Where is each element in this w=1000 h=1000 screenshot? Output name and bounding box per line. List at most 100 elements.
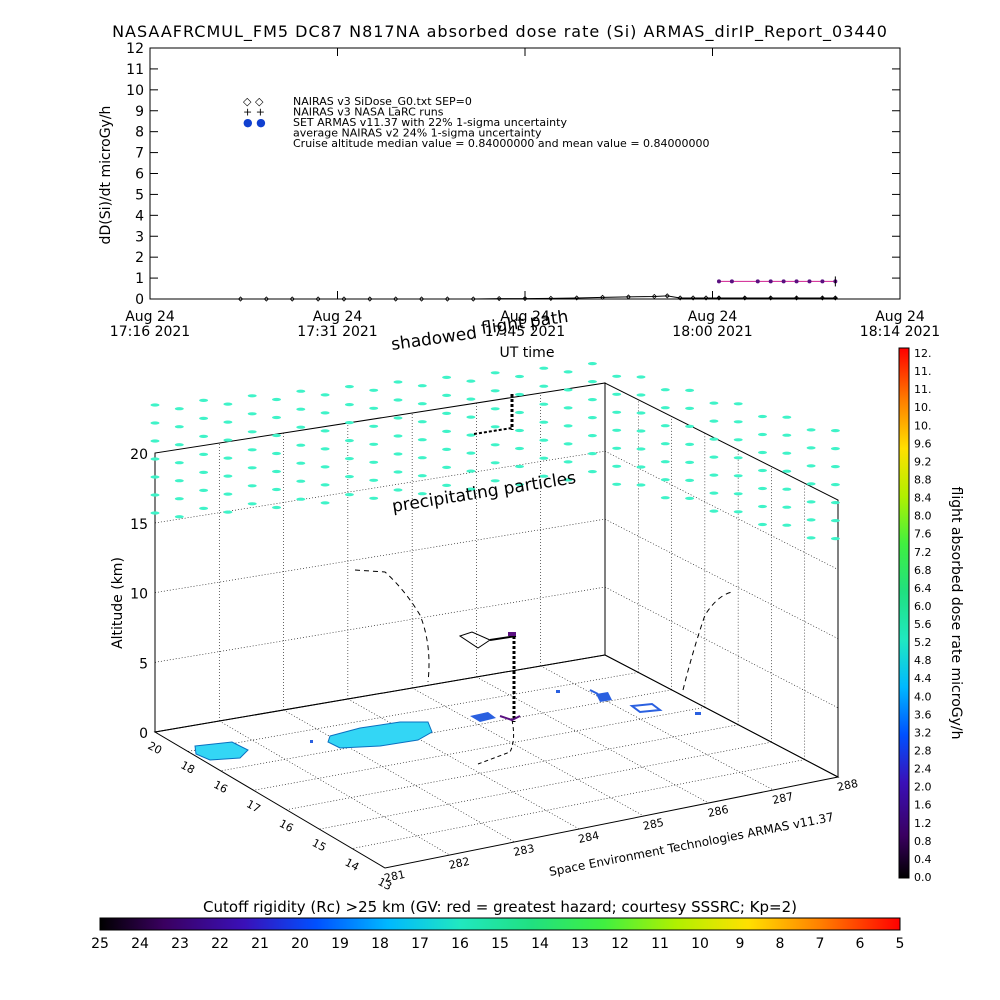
x-tick-label: 18:00 2021 xyxy=(672,324,752,340)
dose-tick-label: 6.8 xyxy=(914,564,932,577)
nairas-point xyxy=(548,295,554,301)
y-tick-label: 9 xyxy=(135,104,144,120)
particle-mark xyxy=(296,479,306,483)
y-tick-label: 8 xyxy=(135,125,144,141)
back-right-wall xyxy=(604,382,839,778)
particle-mark xyxy=(417,492,427,496)
particle-mark xyxy=(150,421,160,425)
dose-tick-label: 8.4 xyxy=(914,492,932,505)
dose-tick-label: 4.0 xyxy=(914,690,932,703)
particle-mark xyxy=(417,420,427,424)
particle-mark xyxy=(563,424,573,428)
particle-mark xyxy=(685,388,695,392)
particle-mark xyxy=(806,482,816,486)
particle-mark xyxy=(806,446,816,450)
particle-mark xyxy=(320,429,330,433)
particle-mark xyxy=(199,398,209,402)
dose-tick-label: 5.2 xyxy=(914,636,932,649)
particle-mark xyxy=(393,380,403,384)
nairas-line xyxy=(240,295,836,300)
rigidity-colorbar: Cutoff rigidity (Rc) >25 km (GV: red = g… xyxy=(91,898,904,952)
dose-colorbar-gradient xyxy=(898,347,910,879)
particle-mark xyxy=(199,488,209,492)
armas-point xyxy=(820,279,825,284)
legend-entry: average NAIRAS v2 24% 1-sigma uncertaint… xyxy=(293,127,542,140)
particle-mark xyxy=(563,406,573,410)
y-tick-label: 3 xyxy=(135,229,144,245)
y-tick-label: 6 xyxy=(135,167,144,183)
particle-mark xyxy=(830,465,840,469)
particle-mark xyxy=(612,464,622,468)
x-tick-label: 17:16 2021 xyxy=(110,324,190,340)
dose-tick-label: 8.0 xyxy=(914,510,932,523)
particle-mark xyxy=(320,447,330,451)
particle-mark xyxy=(466,415,476,419)
particle-mark xyxy=(660,424,670,428)
dose-tick-label: 5.6 xyxy=(914,618,932,631)
rigidity-regions xyxy=(194,689,701,761)
particle-mark xyxy=(709,437,719,441)
particle-mark xyxy=(490,425,500,429)
particle-mark xyxy=(369,442,379,446)
nairas-point xyxy=(625,294,632,300)
rigidity-colorbar-gradient xyxy=(99,917,901,931)
rigidity-tick-label: 23 xyxy=(171,936,189,952)
particle-mark xyxy=(296,497,306,501)
particle-mark xyxy=(174,479,184,483)
particle-mark xyxy=(830,447,840,451)
rigidity-tick-label: 15 xyxy=(491,936,509,952)
dose-tick-label: 2.8 xyxy=(914,745,932,758)
dose-tick-label: 4.8 xyxy=(914,654,932,667)
particle-mark xyxy=(587,416,597,420)
particle-mark xyxy=(272,397,281,402)
particle-mark xyxy=(369,478,379,482)
particle-mark xyxy=(296,443,306,447)
rigidity-dot xyxy=(310,740,313,743)
grid-line xyxy=(411,687,645,817)
particle-mark xyxy=(369,424,379,428)
particle-mark xyxy=(758,432,767,437)
particle-mark xyxy=(563,478,573,482)
particle-mark xyxy=(199,434,209,438)
particle-mark xyxy=(393,470,403,474)
floor xyxy=(153,654,840,869)
y-tick-label: 2 xyxy=(135,250,144,266)
particle-mark xyxy=(393,488,403,492)
particle-mark xyxy=(758,522,767,527)
particle-mark xyxy=(223,492,233,496)
x-tick-label: Aug 24 xyxy=(125,309,175,325)
particle-mark xyxy=(806,536,816,540)
particle-mark xyxy=(320,483,330,487)
y-tick-label: 12 xyxy=(126,41,144,57)
particle-mark xyxy=(490,371,500,375)
particle-mark xyxy=(660,406,670,410)
y-tick-label: 11 xyxy=(126,62,144,78)
particle-mark xyxy=(442,393,452,397)
latitude-tick-label: 16 xyxy=(211,778,229,796)
dose-colorbar-ticks: 12. 11. 11. 10. 10. 9.6 9.2 8.8 8.4 8.0 7.6 7.2 6.8 6… xyxy=(914,347,932,884)
nairas-point xyxy=(444,296,450,302)
particle-mark xyxy=(758,414,767,419)
longitude-tick-label: 287 xyxy=(771,790,794,807)
particle-mark xyxy=(782,505,792,509)
particle-mark xyxy=(296,425,306,429)
particle-mark xyxy=(660,388,670,392)
particle-mark xyxy=(830,537,840,541)
grid-line xyxy=(604,450,839,570)
particle-mark xyxy=(490,443,500,447)
particle-mark xyxy=(782,415,792,419)
y-tick-label: 7 xyxy=(135,146,144,162)
chart-title: NASAAFRCMUL_FM5 DC87 N817NA absorbed dos… xyxy=(112,22,888,41)
particle-mark xyxy=(758,450,767,455)
nairas-point xyxy=(703,295,709,301)
nairas-point xyxy=(367,296,373,302)
particle-mark xyxy=(490,479,500,483)
grid-line xyxy=(187,672,639,752)
particle-mark xyxy=(587,380,597,384)
particle-mark xyxy=(272,415,281,420)
particle-mark xyxy=(636,375,646,379)
particle-mark xyxy=(466,379,476,383)
rigidity-tick-label: 22 xyxy=(211,936,229,952)
